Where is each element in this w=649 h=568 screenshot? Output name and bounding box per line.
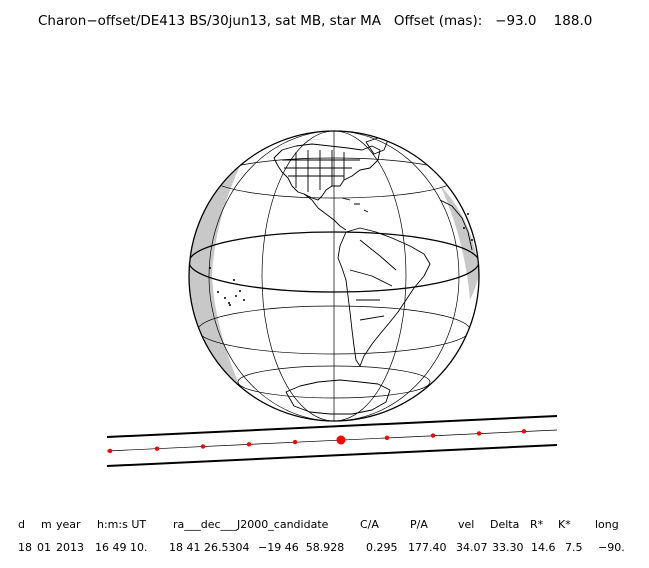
coastlines xyxy=(273,137,473,415)
equator-line xyxy=(189,231,479,293)
path-point xyxy=(246,442,252,447)
path-centerline xyxy=(106,429,558,452)
path-point xyxy=(384,435,390,440)
night-shading xyxy=(189,138,479,386)
path-point-highlight xyxy=(336,435,346,445)
path-points xyxy=(107,429,527,454)
path-north-limit xyxy=(106,415,558,438)
graticule xyxy=(197,131,471,421)
path-point xyxy=(292,439,298,445)
path-point xyxy=(476,431,482,436)
path-point xyxy=(430,433,436,438)
plot-title: Charon−offset/DE413 BS/30jun13, sat MB, … xyxy=(38,13,593,29)
path-point xyxy=(107,448,113,454)
path-point xyxy=(521,429,527,434)
path-point xyxy=(154,446,160,451)
path-point xyxy=(200,444,206,449)
island-dots xyxy=(209,213,473,306)
path-south-limit xyxy=(106,444,558,467)
